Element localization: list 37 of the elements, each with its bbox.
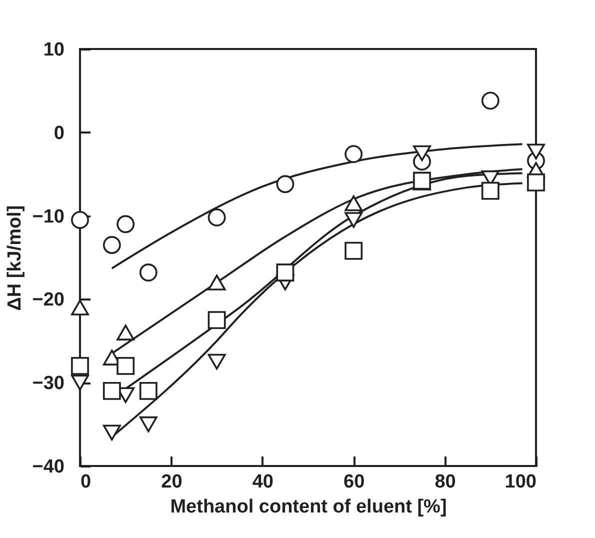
y-tick-label: 10	[43, 40, 64, 60]
point	[276, 264, 294, 282]
y-axis-title: ΔH [kJ/mol]	[4, 205, 26, 311]
y-tick-label: 0	[54, 122, 64, 144]
y-tick-label: −10	[32, 206, 64, 228]
point	[344, 242, 363, 260]
point	[116, 356, 135, 375]
point	[208, 311, 226, 330]
x-axis-title: Methanol content of eluent [%]	[170, 496, 447, 518]
x-tick-label: 80	[434, 472, 456, 492]
point	[527, 173, 545, 192]
x-tick-label: 100	[504, 472, 536, 492]
point	[102, 382, 121, 400]
point	[71, 356, 89, 375]
point	[71, 211, 89, 229]
point	[102, 424, 121, 441]
point	[276, 175, 294, 194]
x-tick-label: 20	[161, 472, 182, 492]
point	[116, 324, 135, 340]
point	[344, 195, 363, 212]
x-tick-label: 0	[80, 472, 92, 492]
point	[208, 354, 226, 370]
point	[139, 382, 158, 400]
x-tick-label: 40	[252, 472, 274, 492]
line-series	[110, 143, 524, 270]
x-tick-label: 60	[344, 472, 365, 492]
point	[71, 374, 89, 390]
point	[413, 145, 431, 162]
point	[139, 416, 158, 432]
point	[71, 300, 89, 316]
point	[527, 144, 545, 160]
y-tick-label: −30	[32, 373, 64, 394]
y-tick-label: −40	[32, 456, 64, 478]
y-tick-label: −20	[32, 290, 64, 311]
point	[208, 274, 226, 290]
point	[481, 182, 500, 200]
point	[344, 212, 363, 228]
